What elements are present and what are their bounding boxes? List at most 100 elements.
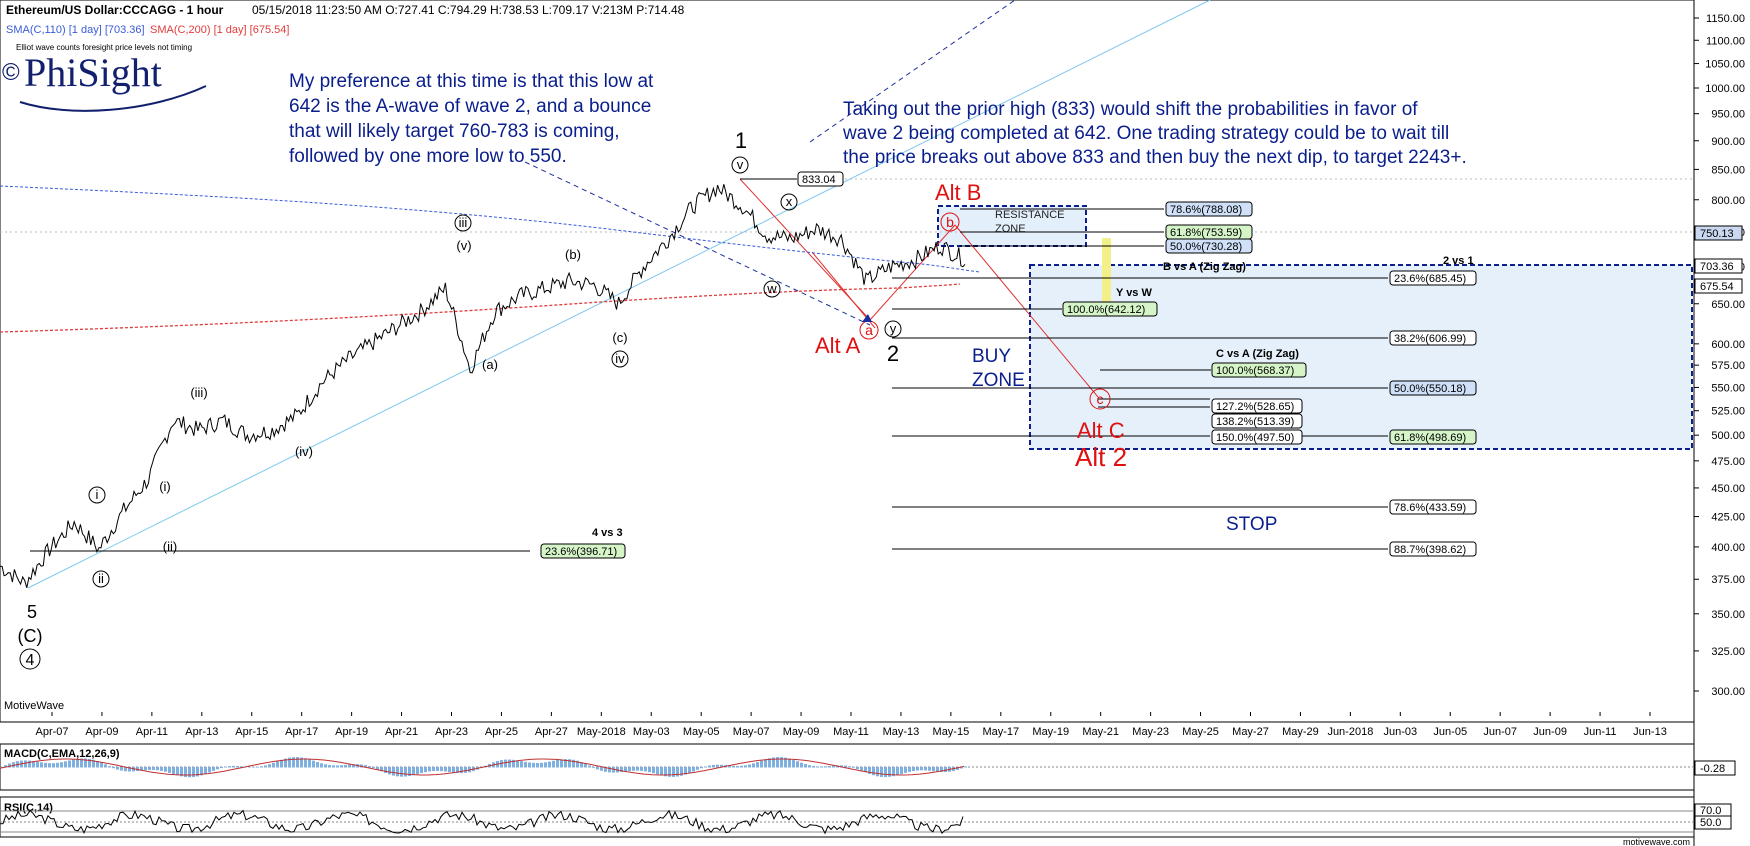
macd-bar: [184, 767, 187, 777]
macd-bar: [444, 767, 447, 772]
macd-bar: [680, 767, 683, 776]
macd-bar: [848, 766, 851, 768]
macd-bar: [128, 767, 131, 772]
macd-bar: [316, 762, 319, 768]
fib-tag-513-box: [1211, 413, 1303, 429]
macd-bar: [684, 767, 687, 775]
macd-bar: [964, 766, 967, 768]
macd-bar: [564, 759, 567, 768]
macd-bar: [768, 758, 771, 768]
macd-bar: [792, 759, 795, 768]
macd-bar: [12, 762, 15, 768]
macd-bar: [916, 767, 919, 771]
macd-bar: [416, 767, 419, 775]
macd-bar: [900, 767, 903, 775]
macd-bar: [632, 767, 635, 771]
macd-bar: [324, 764, 327, 768]
fib-tag-497-box: [1211, 429, 1303, 445]
macd-bar: [396, 767, 399, 777]
macd-bar: [40, 762, 43, 768]
macd-bar: [828, 765, 831, 768]
wave-iv-circled-label: iv: [615, 351, 625, 366]
fib-tag-642: 100.0%(642.12): [1067, 304, 1145, 316]
macd-bar: [0, 767, 3, 768]
wave-1-label: 1: [735, 128, 747, 153]
macd-bar: [740, 765, 743, 768]
macd-bar: [300, 757, 303, 768]
time-tick-label: May-03: [633, 726, 670, 738]
wave-w-circled-label: w: [766, 281, 777, 296]
macd-bar: [148, 767, 151, 770]
macd-bar: [172, 767, 175, 775]
footer-brand: motivewave.com: [1623, 837, 1690, 846]
time-axis: Apr-07 Apr-09 Apr-11 Apr-13 Apr-15 Apr-17 Apr-…: [35, 712, 1667, 738]
fib-tag-396: 23.6%(396.71): [545, 546, 617, 558]
macd-bar: [600, 767, 603, 771]
macd-bar: [28, 760, 31, 768]
macd-bar: [84, 758, 87, 768]
time-tick-label: Apr-15: [235, 726, 268, 738]
last-price-tag: 750.13: [1700, 228, 1734, 240]
fib-tag-606-box: [1389, 330, 1477, 346]
macd-bar: [460, 767, 463, 774]
macd-bar: [856, 767, 859, 770]
macd-bar: [852, 767, 855, 768]
macd-bar: [296, 757, 299, 768]
macd-bar: [448, 767, 451, 773]
time-tick-label: Jun-2018: [1327, 726, 1373, 738]
alt-b-label: Alt B: [935, 180, 981, 205]
macd-bar: [844, 765, 847, 768]
time-tick-label: May-23: [1132, 726, 1169, 738]
red-projection-3: [954, 224, 1099, 398]
buy-zone-label-1: BUY: [972, 346, 1011, 367]
macd-bar: [668, 767, 671, 777]
macd-bar: [240, 766, 243, 768]
macd-bar: [276, 761, 279, 768]
macd-bar: [628, 767, 631, 772]
price-tick-label: 450.00: [1711, 483, 1745, 495]
macd-bar: [176, 767, 179, 776]
macd-bar: [744, 765, 747, 768]
macd-bar: [756, 762, 759, 768]
macd-bar: [704, 766, 707, 768]
fib-tag-833-box: [797, 171, 844, 187]
time-tick-label: May-13: [883, 726, 920, 738]
macd-bar: [688, 767, 691, 774]
macd-bar: [860, 767, 863, 771]
time-tick-label: May-05: [683, 726, 720, 738]
macd-bar: [584, 763, 587, 768]
macd-bar: [932, 767, 935, 772]
macd-bar: [428, 767, 431, 772]
macd-bar: [52, 763, 55, 768]
time-tick-label: Apr-21: [385, 726, 418, 738]
macd-bar: [528, 762, 531, 768]
macd-bar: [116, 767, 119, 770]
macd-bar: [248, 766, 251, 768]
logo: PhiSight: [24, 50, 162, 95]
macd-bar: [508, 759, 511, 768]
channel-line-down: [524, 161, 871, 326]
macd-bar: [788, 758, 791, 768]
wave-iv-paren-label: (iv): [295, 444, 313, 459]
time-tick-label: Jun-13: [1633, 726, 1667, 738]
sma200-legend: SMA(C,200) [1 day] [675.54]: [150, 24, 289, 36]
macd-bar: [568, 759, 571, 768]
rsi-50-tag: 50.0: [1700, 817, 1721, 829]
macd-bar: [100, 762, 103, 768]
macd-bar: [512, 759, 515, 768]
macd-bar: [348, 764, 351, 768]
macd-bar: [424, 767, 427, 773]
price-tick-label: 1050.00: [1705, 59, 1745, 71]
macd-bar: [44, 762, 47, 768]
macd-bar: [872, 767, 875, 776]
macd-bar: [696, 767, 699, 770]
macd-bar: [772, 757, 775, 768]
macd-bar: [400, 767, 403, 777]
macd-bar: [384, 767, 387, 773]
macd-bar: [304, 758, 307, 768]
macd-bar: [808, 765, 811, 768]
macd-bar: [180, 767, 183, 777]
time-tick-label: May-17: [982, 726, 1019, 738]
macd-bar: [764, 759, 767, 768]
